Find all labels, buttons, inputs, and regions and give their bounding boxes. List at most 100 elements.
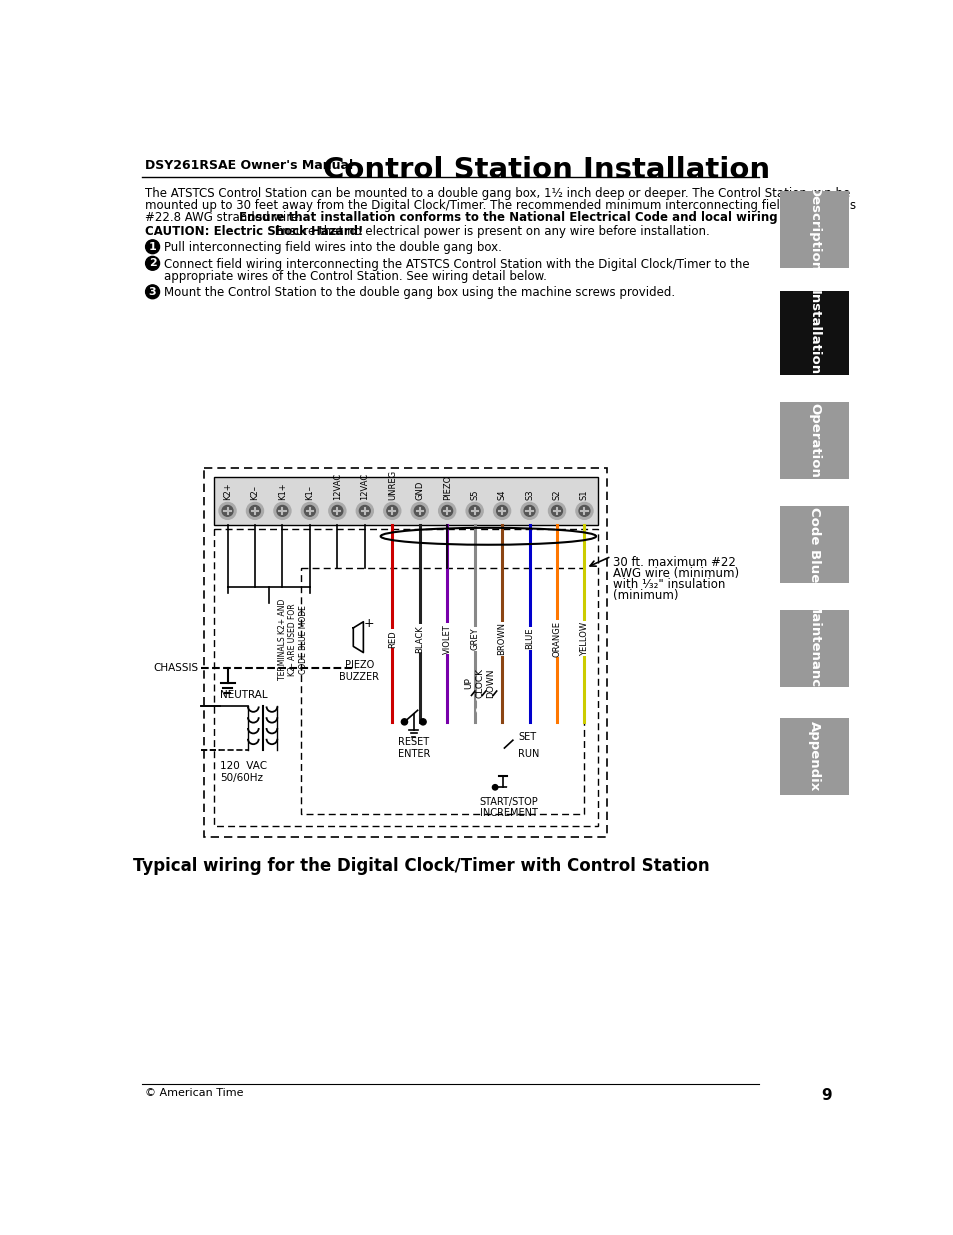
Circle shape (523, 505, 535, 516)
Text: UP: UP (464, 678, 473, 689)
Text: NEUTRAL: NEUTRAL (220, 690, 268, 700)
Circle shape (513, 751, 518, 757)
Polygon shape (353, 621, 363, 652)
Text: 9: 9 (821, 1088, 831, 1103)
Circle shape (492, 784, 497, 790)
Circle shape (438, 503, 456, 520)
Circle shape (476, 708, 482, 713)
Text: BLACK: BLACK (415, 625, 424, 652)
Text: BROWN: BROWN (497, 622, 506, 656)
Circle shape (507, 784, 513, 790)
Text: 2: 2 (149, 258, 156, 268)
Text: 12VAC: 12VAC (333, 473, 341, 500)
Text: S2: S2 (552, 489, 561, 500)
Text: AWG wire (minimum): AWG wire (minimum) (612, 567, 739, 580)
Text: Appendix: Appendix (807, 721, 821, 792)
Text: with ¹⁄₃₂" insulation: with ¹⁄₃₂" insulation (612, 578, 724, 590)
Text: GND: GND (415, 480, 424, 500)
Circle shape (493, 503, 510, 520)
Circle shape (548, 503, 565, 520)
Text: START/STOP
INCREMENT: START/STOP INCREMENT (479, 797, 537, 818)
Text: TERMINALS K2+ AND
K2– ARE USED FOR
CODE BLUE MODE: TERMINALS K2+ AND K2– ARE USED FOR CODE … (277, 599, 308, 680)
Text: K1–: K1– (305, 485, 314, 500)
Circle shape (250, 505, 260, 516)
Text: RESET
ENTER: RESET ENTER (397, 737, 430, 758)
Circle shape (476, 697, 482, 701)
Text: +: + (363, 616, 374, 630)
Text: Operation: Operation (807, 404, 821, 478)
Circle shape (222, 505, 233, 516)
Text: 120  VAC: 120 VAC (220, 761, 267, 771)
Text: appropriate wires of the Control Station. See wiring detail below.: appropriate wires of the Control Station… (164, 270, 546, 283)
Text: PIEZO
BUZZER: PIEZO BUZZER (339, 661, 379, 682)
Circle shape (497, 505, 507, 516)
FancyBboxPatch shape (213, 530, 598, 826)
Circle shape (466, 708, 471, 713)
Text: 12VAC: 12VAC (360, 473, 369, 500)
Text: S1: S1 (579, 489, 588, 500)
FancyBboxPatch shape (779, 718, 848, 795)
Text: 30 ft. maximum #22: 30 ft. maximum #22 (612, 556, 735, 569)
Text: © American Time: © American Time (145, 1088, 243, 1098)
Circle shape (414, 505, 425, 516)
Circle shape (146, 285, 159, 299)
Circle shape (441, 505, 452, 516)
Text: #22.8 AWG stranded wire.: #22.8 AWG stranded wire. (145, 211, 305, 224)
Circle shape (329, 503, 346, 520)
Text: Code Blue: Code Blue (807, 508, 821, 583)
Text: GREY: GREY (470, 627, 478, 650)
Text: Connect field wiring interconnecting the ATSTCS Control Station with the Digital: Connect field wiring interconnecting the… (164, 258, 749, 270)
Circle shape (469, 505, 479, 516)
Circle shape (146, 257, 159, 270)
Text: 50/60Hz: 50/60Hz (220, 773, 263, 783)
Circle shape (383, 503, 400, 520)
Text: K1+: K1+ (277, 483, 287, 500)
Text: YELLOW: YELLOW (579, 621, 588, 656)
FancyBboxPatch shape (779, 610, 848, 687)
Text: mounted up to 30 feet away from the Digital Clock/Timer. The recommended minimum: mounted up to 30 feet away from the Digi… (145, 199, 855, 211)
Text: 1: 1 (149, 242, 156, 252)
Text: CHASSIS: CHASSIS (153, 663, 198, 673)
Text: VIOLET: VIOLET (442, 624, 451, 653)
Text: Description: Description (807, 186, 821, 272)
Text: Pull interconnecting field wires into the double gang box.: Pull interconnecting field wires into th… (164, 241, 501, 254)
Text: DSY261RSAE Owner's Manual: DSY261RSAE Owner's Manual (145, 159, 353, 172)
FancyBboxPatch shape (779, 290, 848, 375)
Text: DOWN: DOWN (485, 668, 495, 698)
Text: Ensure that installation conforms to the National Electrical Code and local wiri: Ensure that installation conforms to the… (239, 211, 824, 224)
Circle shape (146, 240, 159, 253)
Circle shape (274, 503, 291, 520)
Text: UNREG: UNREG (387, 471, 396, 500)
Text: RUN: RUN (517, 750, 539, 760)
Circle shape (466, 697, 471, 701)
FancyBboxPatch shape (779, 506, 848, 583)
Text: S5: S5 (470, 489, 478, 500)
Circle shape (219, 503, 235, 520)
Text: PIEZO: PIEZO (442, 474, 451, 500)
Circle shape (513, 735, 518, 740)
Circle shape (332, 505, 342, 516)
Text: SET: SET (517, 732, 536, 742)
Circle shape (301, 503, 318, 520)
Text: S4: S4 (497, 489, 506, 500)
Text: (minimum): (minimum) (612, 589, 678, 601)
Text: K2+: K2+ (223, 483, 232, 500)
Circle shape (487, 697, 493, 701)
Text: Maintenance: Maintenance (807, 600, 821, 697)
FancyBboxPatch shape (779, 403, 848, 479)
Text: CLOCK: CLOCK (475, 668, 483, 698)
Text: K2–: K2– (251, 485, 259, 500)
Circle shape (487, 708, 493, 713)
Circle shape (419, 719, 426, 725)
Circle shape (551, 505, 562, 516)
Circle shape (246, 503, 263, 520)
FancyBboxPatch shape (301, 568, 583, 814)
Circle shape (578, 505, 589, 516)
Text: RED: RED (387, 630, 396, 647)
Circle shape (359, 505, 370, 516)
Circle shape (355, 503, 373, 520)
Text: 3: 3 (149, 287, 156, 296)
Circle shape (386, 505, 397, 516)
Circle shape (411, 503, 428, 520)
Text: The ATSTCS Control Station can be mounted to a double gang box, 1½ inch deep or : The ATSTCS Control Station can be mounte… (145, 186, 849, 200)
